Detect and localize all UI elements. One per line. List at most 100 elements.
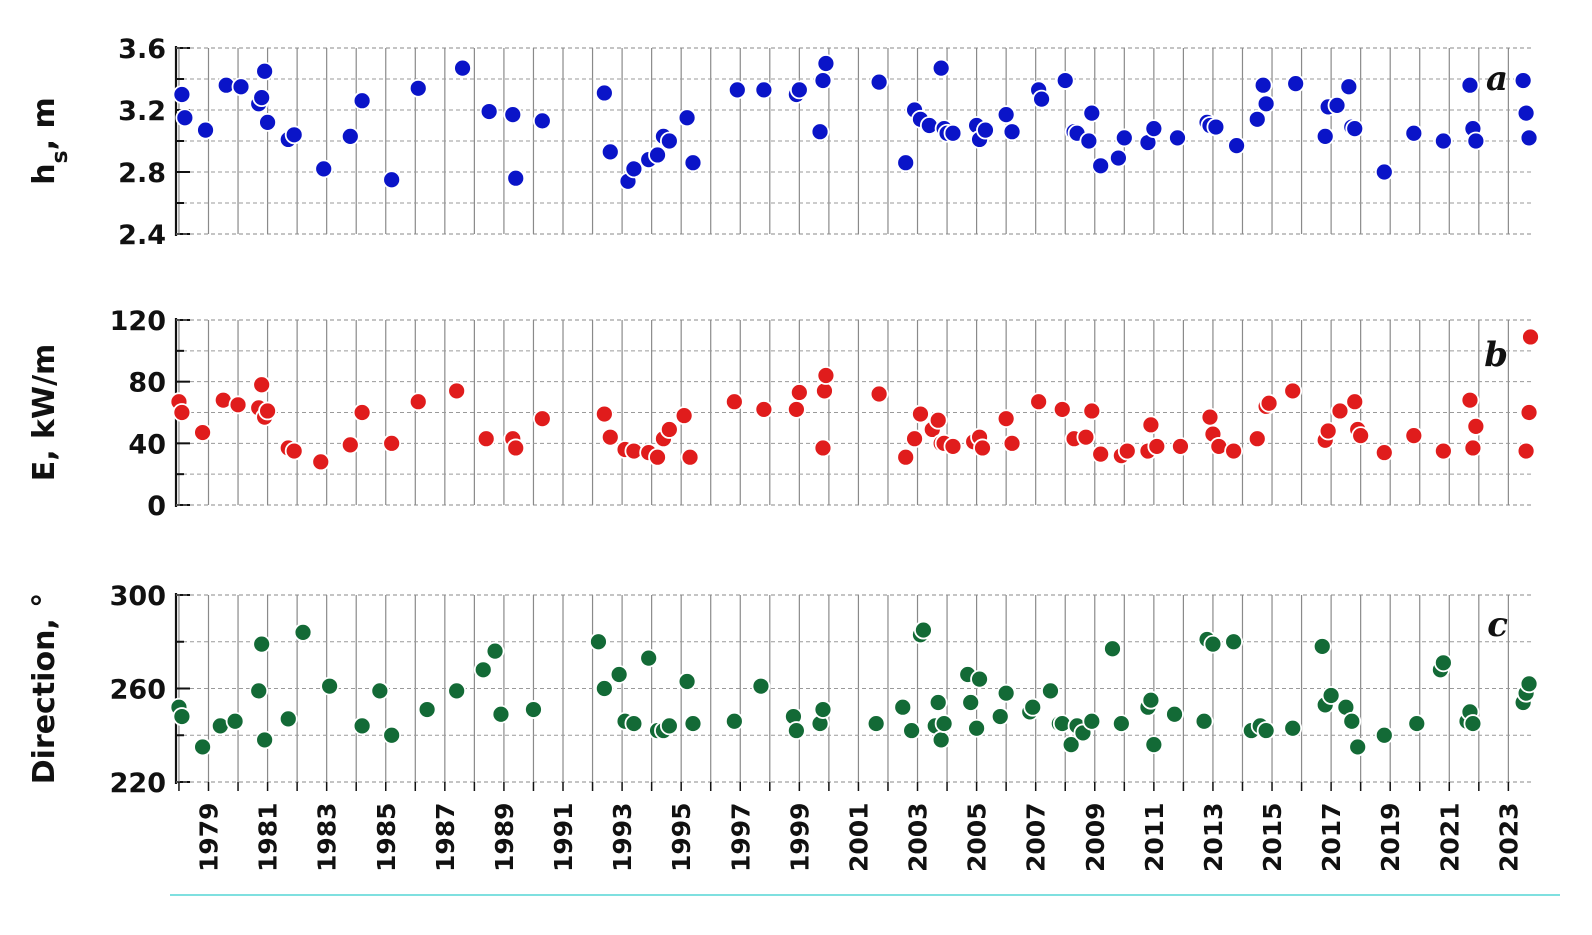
data-point <box>1330 401 1350 421</box>
data-point <box>284 441 304 461</box>
data-point <box>252 375 272 395</box>
data-point <box>503 105 523 125</box>
data-point <box>1318 421 1338 441</box>
data-point <box>447 681 467 701</box>
data-point <box>293 623 313 642</box>
data-point <box>1283 381 1303 401</box>
data-point <box>1513 71 1533 90</box>
data-point <box>609 665 629 684</box>
data-point <box>1029 392 1049 412</box>
data-point <box>1114 128 1134 148</box>
data-point <box>314 159 334 179</box>
data-point <box>754 400 774 419</box>
data-point <box>1165 704 1184 724</box>
data-point <box>1082 711 1102 731</box>
data-point <box>751 676 771 696</box>
data-point <box>524 700 543 719</box>
data-point <box>967 718 987 738</box>
data-point <box>683 714 703 733</box>
data-point <box>905 429 924 449</box>
data-point <box>1433 131 1453 151</box>
data-point <box>311 452 331 472</box>
data-point <box>1256 94 1276 114</box>
data-point <box>408 78 428 98</box>
data-point <box>255 61 275 81</box>
data-point <box>320 676 340 696</box>
data-point <box>340 126 360 146</box>
x-tick-label: 1993 <box>608 802 637 872</box>
y-axis-title: E, kW/m <box>27 344 62 482</box>
data-point <box>1224 632 1244 652</box>
data-point <box>1519 674 1539 694</box>
data-point <box>869 384 889 404</box>
data-point <box>1203 634 1223 654</box>
data-point <box>231 77 251 97</box>
x-tick-label: 1995 <box>667 802 696 872</box>
data-point <box>810 122 830 142</box>
data-point <box>1103 639 1122 659</box>
data-point <box>1407 714 1427 733</box>
x-tick-label: 1981 <box>254 802 283 872</box>
data-point <box>1315 126 1335 146</box>
y-tick-label: 220 <box>110 768 166 799</box>
y-tick-label: 120 <box>110 306 166 337</box>
x-tick-label: 2023 <box>1494 802 1523 872</box>
data-point <box>1404 426 1424 446</box>
data-point <box>594 83 614 103</box>
data-point <box>996 683 1016 703</box>
data-point <box>491 704 511 724</box>
data-point <box>1091 156 1111 176</box>
data-point <box>1283 718 1303 738</box>
data-point <box>970 669 989 689</box>
data-point <box>1466 416 1486 436</box>
data-point <box>1144 119 1164 139</box>
data-point <box>382 433 402 453</box>
data-point <box>594 404 614 424</box>
data-point <box>1041 681 1060 701</box>
data-point <box>789 383 809 402</box>
data-point <box>896 153 916 173</box>
panel-b: 0 40 80 120 E, kW/m b <box>27 306 1540 522</box>
x-tick-label: 1987 <box>431 802 460 872</box>
data-point <box>1141 690 1161 710</box>
data-point <box>172 403 192 422</box>
data-point <box>417 700 437 719</box>
data-point <box>172 707 192 726</box>
data-point <box>677 108 697 128</box>
data-point <box>476 429 496 449</box>
data-point <box>724 392 744 412</box>
data-point <box>193 423 212 442</box>
data-point <box>931 58 951 78</box>
x-tick-label: 2003 <box>904 802 933 872</box>
data-point <box>659 131 679 151</box>
x-axis-tick-labels: 1979 1981 1983 1985 1987 1989 1991 1993 1995 1997… <box>178 782 1523 872</box>
data-point <box>228 395 248 415</box>
data-point <box>196 120 215 140</box>
data-point <box>1286 74 1306 94</box>
data-point <box>1433 441 1453 461</box>
data-point <box>1082 103 1102 123</box>
data-point <box>193 737 212 757</box>
data-point <box>786 400 806 419</box>
data-point <box>249 681 269 701</box>
data-point <box>1433 653 1453 673</box>
data-point <box>648 447 667 467</box>
data-point <box>1460 390 1480 410</box>
data-point <box>943 437 963 456</box>
data-point <box>1521 327 1540 347</box>
data-point <box>680 447 700 467</box>
data-point <box>600 142 620 162</box>
data-point <box>1345 392 1365 412</box>
data-point <box>1224 441 1244 461</box>
data-point <box>479 102 499 121</box>
data-point <box>1404 123 1424 143</box>
data-point <box>869 72 889 92</box>
data-point <box>976 120 995 140</box>
data-point <box>659 716 679 736</box>
data-point <box>1171 437 1190 456</box>
x-tick-label: 2005 <box>963 802 992 872</box>
x-tick-label: 1999 <box>785 802 814 872</box>
data-point <box>1321 686 1341 705</box>
data-point <box>1002 433 1022 453</box>
x-tick-label: 1985 <box>372 802 401 872</box>
